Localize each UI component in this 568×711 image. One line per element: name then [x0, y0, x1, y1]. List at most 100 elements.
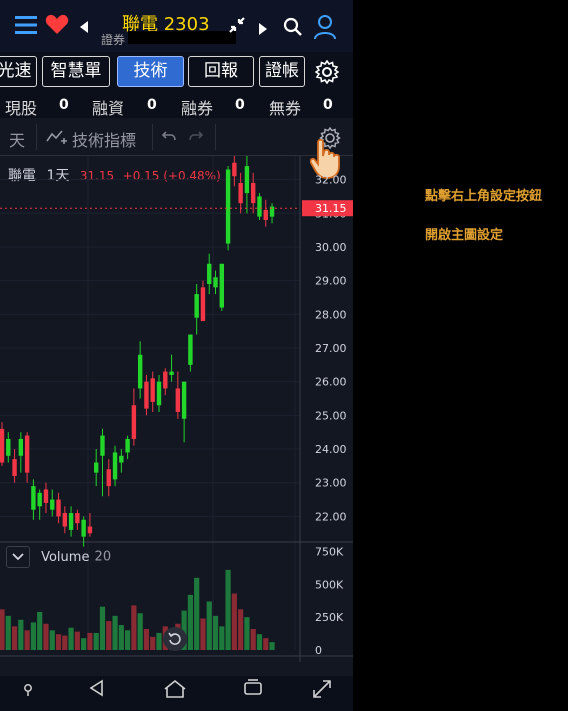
- volume-bar: [0, 609, 5, 650]
- stock-title[interactable]: 聯電 2303: [122, 14, 210, 35]
- status-value-no-borrow: 0: [323, 97, 333, 113]
- volume-bar: [30, 622, 36, 650]
- candle-body: [50, 499, 55, 510]
- candle-body: [251, 182, 256, 204]
- price-tick-label: 23.00: [315, 477, 347, 490]
- candle-body: [119, 455, 124, 463]
- toolbar-divider: [36, 124, 37, 150]
- arrow-right-icon[interactable]: [259, 21, 267, 39]
- volume-bar: [194, 577, 200, 650]
- volume-bar: [106, 621, 112, 650]
- candle-body: [112, 452, 118, 480]
- candle-body: [219, 263, 224, 308]
- toolbar-divider: [152, 124, 153, 150]
- candle-body: [62, 513, 67, 527]
- home-icon[interactable]: [163, 679, 187, 704]
- indicators-button[interactable]: 技術指標: [72, 131, 137, 150]
- volume-bar: [5, 615, 11, 650]
- volume-bar: [112, 615, 118, 650]
- price-tick-label: 28.00: [315, 308, 347, 321]
- candle-body: [269, 206, 275, 217]
- candle-body: [131, 405, 137, 439]
- status-value-short: 0: [235, 97, 245, 113]
- candle-body: [100, 435, 105, 456]
- candle-body: [56, 499, 61, 517]
- tab-smart-order[interactable]: 智慧單: [42, 56, 110, 87]
- interval-selector[interactable]: 天: [9, 131, 26, 150]
- candle-body: [175, 388, 181, 412]
- reset-chart-button[interactable]: [163, 627, 187, 651]
- price-tick-label: 25.00: [315, 409, 347, 422]
- price-tick-label: 27.00: [315, 342, 347, 355]
- candle-body: [18, 438, 24, 456]
- back-icon[interactable]: [88, 679, 106, 702]
- volume-bar: [225, 569, 231, 650]
- tab-technical[interactable]: 技術: [117, 56, 184, 87]
- volume-bar: [231, 593, 237, 650]
- collapse-icon[interactable]: [228, 16, 246, 38]
- candle-body: [137, 354, 143, 389]
- volume-bar: [256, 634, 263, 650]
- volume-bar: [11, 626, 18, 650]
- candle-body: [257, 196, 262, 217]
- candlestick-chart[interactable]: 32.0031.0030.0029.0028.0027.0026.0025.00…: [0, 156, 353, 662]
- chart-settings-icon[interactable]: [318, 126, 342, 154]
- candle-body: [81, 519, 86, 537]
- candle-body: [150, 378, 155, 402]
- volume-bar: [206, 601, 212, 650]
- system-nav-bar: [0, 676, 353, 711]
- candle-body: [244, 166, 250, 194]
- candle-body: [263, 209, 268, 220]
- expand-icon[interactable]: [312, 679, 332, 704]
- collapse-volume-button[interactable]: [6, 546, 30, 568]
- candle-body: [87, 526, 93, 534]
- volume-bar: [74, 631, 80, 650]
- status-label-no-borrow: 無券: [269, 99, 302, 118]
- volume-period: 20: [94, 549, 112, 565]
- volume-bar: [87, 632, 93, 650]
- volume-bar: [250, 629, 256, 650]
- volume-bar: [68, 627, 74, 650]
- price-tick-label: 29.00: [315, 275, 347, 288]
- last-price-label: 31.15: [315, 202, 347, 215]
- arrow-left-icon[interactable]: [80, 19, 88, 37]
- volume-bar: [81, 638, 87, 650]
- indicators-icon[interactable]: [46, 129, 68, 151]
- tab-speed[interactable]: 光速: [0, 56, 37, 87]
- function-tabs: 光速 智慧單 技術 回報 證帳: [0, 52, 353, 92]
- volume-bar: [238, 609, 244, 650]
- recent-apps-icon[interactable]: [243, 679, 263, 702]
- annotation-step-2: 開啟主圖設定: [425, 228, 504, 243]
- heart-icon[interactable]: [45, 13, 69, 39]
- menu-icon[interactable]: [14, 14, 38, 40]
- volume-bar: [131, 605, 137, 650]
- status-label-short: 融券: [181, 99, 214, 118]
- candle-body: [232, 162, 237, 177]
- search-icon[interactable]: [283, 17, 303, 41]
- tutorial-annotation-panel: 點擊右上角設定按鈕 開啟主圖設定: [353, 0, 568, 711]
- tab-securities-account[interactable]: 證帳: [259, 56, 305, 87]
- toolbar-divider: [215, 124, 216, 150]
- tab-report[interactable]: 回報: [188, 56, 254, 87]
- settings-gear-icon[interactable]: [314, 59, 340, 88]
- candle-body: [24, 435, 30, 473]
- user-icon[interactable]: [313, 14, 337, 44]
- volume-bar: [219, 626, 225, 650]
- location-pin-icon[interactable]: [22, 681, 34, 702]
- volume-tick-label: 750K: [315, 546, 344, 559]
- redo-icon[interactable]: [188, 129, 204, 149]
- status-label-spot: 現股: [5, 99, 38, 118]
- volume-bar: [200, 618, 206, 650]
- undo-icon[interactable]: [161, 129, 177, 149]
- volume-tick-label: 250K: [315, 611, 344, 624]
- volume-tick-label: 0: [315, 644, 322, 657]
- volume-bar: [125, 630, 131, 650]
- candle-body: [238, 182, 243, 204]
- candle-body: [207, 263, 212, 284]
- position-status-row: 現股 0 融資 0 融券 0 無券 0: [0, 92, 353, 118]
- price-tick-label: 32.00: [315, 174, 347, 187]
- volume-bar: [143, 629, 150, 650]
- redaction-mask: [128, 31, 236, 44]
- candle-body: [6, 438, 11, 456]
- candle-body: [169, 371, 174, 375]
